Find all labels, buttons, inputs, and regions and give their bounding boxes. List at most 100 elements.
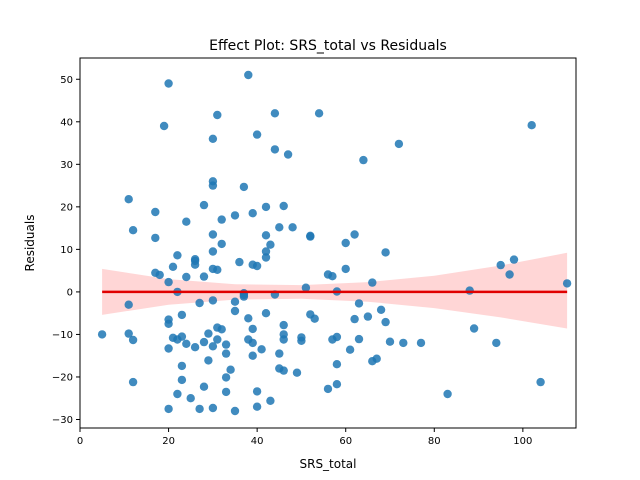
data-point	[128, 226, 138, 235]
data-point	[164, 319, 173, 328]
data-point	[239, 182, 249, 192]
y-tick-label: 40	[60, 117, 73, 128]
x-tick-label: 80	[428, 436, 441, 447]
data-point	[164, 79, 173, 88]
y-tick-label: −20	[52, 372, 73, 383]
data-point	[190, 343, 200, 352]
data-point	[124, 300, 133, 309]
data-point	[151, 207, 160, 217]
data-point	[266, 240, 275, 249]
data-point	[97, 330, 107, 339]
data-point	[235, 257, 244, 267]
data-point	[345, 345, 355, 354]
data-point	[168, 262, 178, 271]
data-point	[164, 277, 173, 287]
data-point	[230, 297, 240, 306]
scatter-points-layer	[97, 70, 572, 416]
data-point	[292, 368, 302, 377]
y-axis: −30 −20 −10 0 10 20 30 40 50	[52, 75, 80, 426]
data-point	[350, 314, 359, 324]
data-point	[252, 130, 262, 139]
data-point	[239, 292, 249, 301]
data-point	[385, 337, 395, 346]
data-point	[252, 387, 262, 396]
data-point	[230, 406, 240, 416]
data-point	[190, 260, 200, 269]
data-point	[562, 279, 572, 288]
y-axis-label: Residuals	[23, 215, 37, 272]
data-point	[177, 375, 187, 385]
data-point	[492, 338, 501, 348]
data-point	[195, 404, 204, 414]
data-point	[217, 215, 226, 224]
data-point	[208, 134, 218, 143]
x-axis-label: SRS_total	[299, 457, 356, 471]
data-point	[208, 181, 218, 190]
data-point	[208, 230, 218, 239]
data-point	[354, 334, 364, 344]
data-point	[155, 270, 164, 280]
data-point	[279, 366, 288, 375]
data-point	[279, 320, 288, 330]
data-point	[376, 305, 386, 314]
data-point	[394, 139, 404, 149]
data-point	[261, 253, 271, 262]
data-point	[230, 306, 240, 316]
data-point	[270, 109, 280, 118]
data-point	[128, 335, 138, 345]
x-tick-label: 0	[77, 436, 83, 447]
data-point	[252, 261, 262, 271]
data-point	[261, 247, 271, 256]
data-point	[266, 396, 275, 405]
data-point	[341, 264, 350, 274]
data-point	[359, 155, 368, 165]
data-point	[226, 365, 235, 374]
data-point	[301, 283, 311, 292]
data-point	[217, 325, 226, 334]
data-point	[399, 338, 408, 348]
data-point	[208, 403, 218, 413]
data-point	[182, 339, 191, 348]
data-point	[186, 394, 195, 403]
data-point	[208, 342, 218, 351]
data-point	[279, 201, 288, 211]
data-point	[443, 389, 452, 399]
data-point	[310, 314, 319, 323]
data-point	[257, 345, 266, 354]
data-point	[221, 340, 231, 349]
data-point	[341, 238, 350, 248]
y-tick-label: 20	[60, 202, 73, 213]
data-point	[527, 121, 536, 130]
data-point	[221, 373, 231, 382]
y-tick-label: 0	[67, 287, 73, 298]
data-point	[164, 404, 173, 414]
data-point	[159, 121, 169, 131]
data-point	[204, 329, 213, 338]
data-point	[332, 332, 342, 342]
data-point	[536, 377, 545, 387]
data-point	[354, 299, 364, 308]
data-point	[182, 217, 191, 226]
data-point	[288, 223, 297, 232]
data-point	[182, 272, 191, 282]
data-point	[314, 109, 324, 118]
x-tick-label: 60	[339, 436, 352, 447]
data-point	[381, 248, 390, 257]
data-point	[261, 202, 271, 212]
data-point	[279, 335, 288, 344]
y-tick-label: 10	[60, 245, 73, 256]
x-tick-label: 40	[251, 436, 264, 447]
data-point	[505, 270, 514, 279]
data-point	[332, 380, 342, 389]
data-point	[199, 272, 209, 281]
data-point	[323, 384, 333, 394]
data-point	[173, 389, 182, 399]
data-point	[217, 239, 226, 249]
y-tick-label: −10	[52, 330, 73, 341]
data-point	[124, 195, 133, 204]
data-point	[213, 110, 222, 120]
data-point	[261, 309, 271, 318]
plot-area-frame	[79, 57, 577, 429]
data-point	[306, 232, 315, 241]
